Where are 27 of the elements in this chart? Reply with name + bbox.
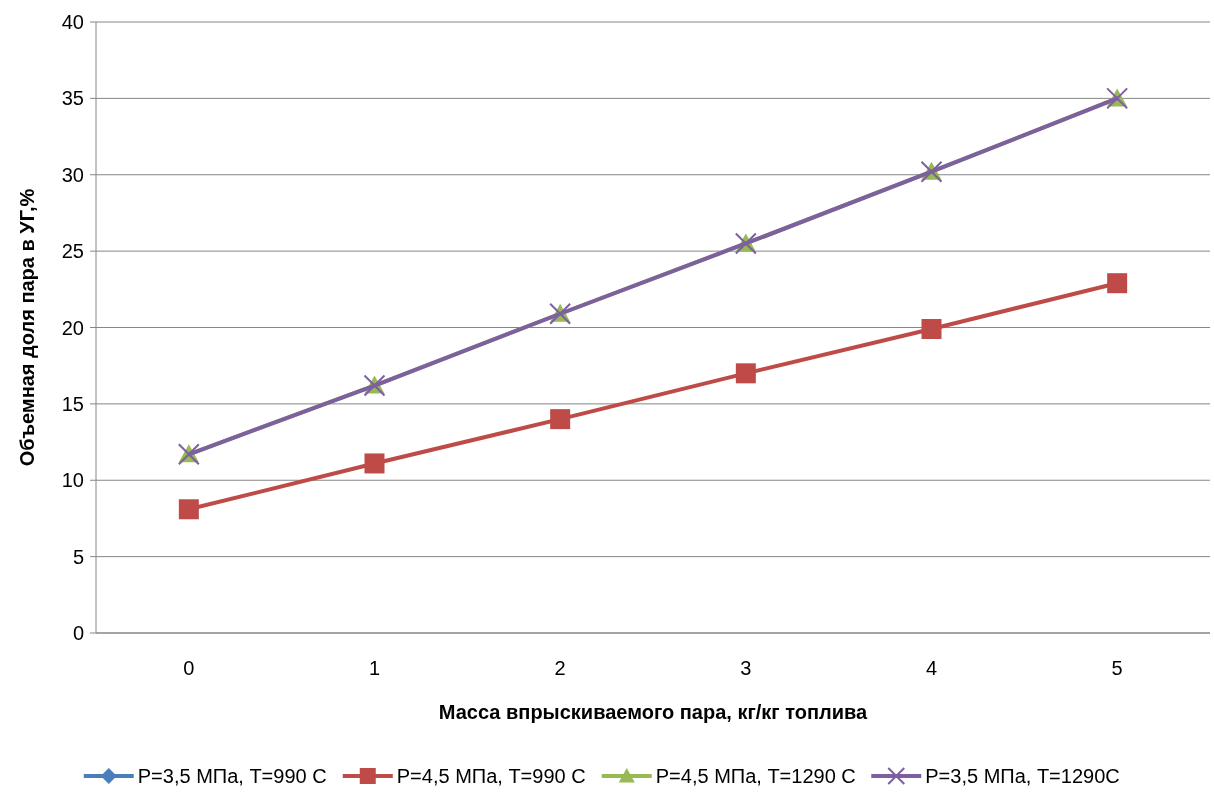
- point: [1107, 273, 1128, 294]
- legend-label: P=3,5 МПа, T=1290C: [925, 765, 1120, 787]
- x-axis-title: Масса впрыскиваемого пара, кг/кг топлива: [438, 701, 869, 723]
- x-tick-label: 4: [925, 657, 938, 679]
- x-tick-label: 5: [1111, 657, 1123, 679]
- y-tick-label: 25: [61, 240, 84, 263]
- y-tick-label: 35: [61, 87, 84, 110]
- legend-label: P=3,5 МПа, T=990 C: [137, 765, 327, 787]
- x-tick-label: 3: [740, 657, 752, 679]
- y-tick-label: 10: [61, 469, 84, 492]
- point: [178, 499, 199, 520]
- x-tick-label: 2: [554, 657, 566, 679]
- legend-label: P=4,5 МПа, T=1290 C: [655, 765, 856, 787]
- y-tick-label: 20: [61, 316, 84, 339]
- y-tick-label: 0: [72, 622, 84, 644]
- y-axis-title: Объемная доля пара в УГ,%: [16, 188, 38, 467]
- y-tick-label: 30: [61, 163, 84, 186]
- point: [921, 319, 942, 340]
- x-tick-label: 1: [368, 657, 381, 679]
- legend-label: P=4,5 МПа, T=990 C: [396, 765, 586, 787]
- point: [550, 409, 571, 430]
- point: [364, 453, 385, 474]
- point: [735, 363, 756, 384]
- y-tick-label: 5: [72, 545, 84, 568]
- y-tick-label: 15: [61, 392, 84, 415]
- y-tick-label: 40: [61, 11, 84, 33]
- x-tick-label: 0: [183, 657, 195, 679]
